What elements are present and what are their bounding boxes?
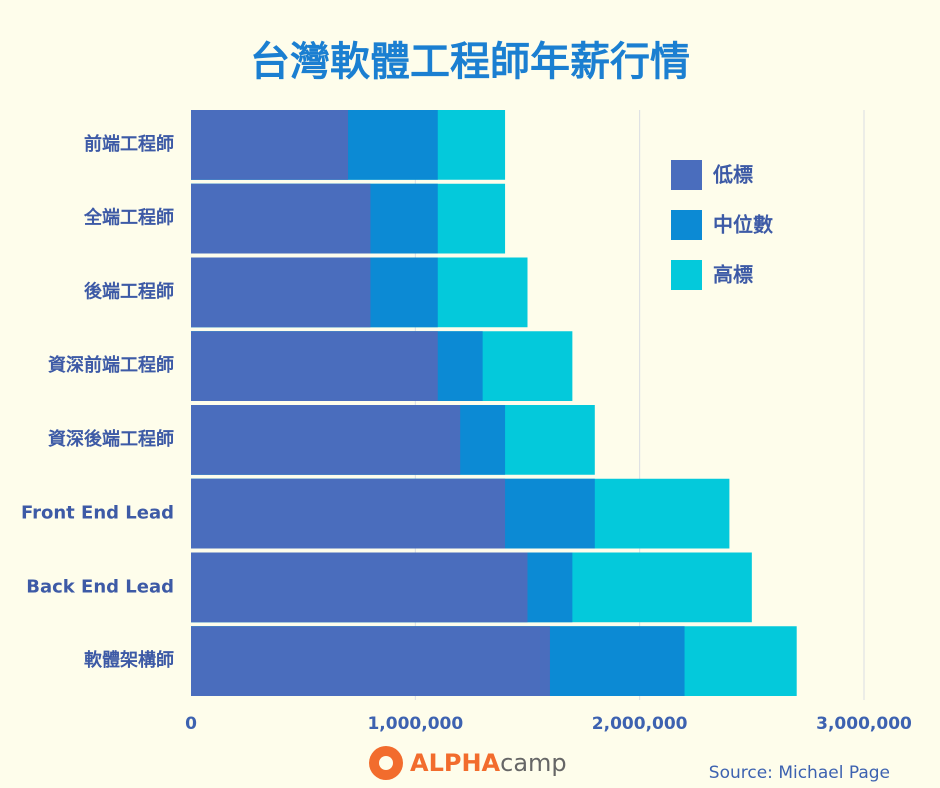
logo-icon bbox=[379, 756, 393, 770]
logo-text: ALPHAcamp bbox=[410, 749, 567, 777]
chart-title: 台灣軟體工程師年薪行情 bbox=[250, 39, 690, 85]
bar bbox=[191, 110, 349, 180]
y-tick-label: 資深前端工程師 bbox=[48, 354, 174, 376]
bar bbox=[191, 552, 528, 623]
legend-label: 低標 bbox=[712, 163, 753, 187]
x-tick-label: 2,000,000 bbox=[592, 714, 688, 734]
legend-swatch bbox=[671, 260, 702, 290]
source: Source: Michael Page bbox=[709, 763, 890, 783]
x-tick-label: 0 bbox=[185, 714, 197, 734]
logo-alpha: ALPHA bbox=[410, 749, 501, 777]
x-tick-label: 3,000,000 bbox=[816, 714, 912, 734]
legend-swatch bbox=[671, 160, 702, 190]
logo: ALPHAcamp bbox=[369, 746, 567, 780]
bar bbox=[191, 405, 461, 475]
y-tick-label: Front End Lead bbox=[21, 503, 174, 524]
bars bbox=[191, 110, 797, 696]
bar bbox=[191, 478, 506, 549]
x-tick-label: 1,000,000 bbox=[367, 714, 463, 734]
y-tick-label: 後端工程師 bbox=[84, 280, 174, 302]
y-tick-label: 前端工程師 bbox=[84, 133, 174, 155]
y-tick-label: Back End Lead bbox=[26, 576, 174, 597]
bar bbox=[191, 257, 371, 328]
bar bbox=[191, 626, 550, 696]
logo-camp: camp bbox=[500, 749, 567, 777]
bar bbox=[191, 183, 371, 254]
y-tick-label: 全端工程師 bbox=[83, 207, 174, 229]
bar bbox=[191, 331, 438, 401]
y-tick-label: 資深後端工程師 bbox=[48, 428, 174, 450]
legend-label: 中位數 bbox=[713, 213, 773, 237]
legend-swatch bbox=[671, 210, 702, 240]
y-tick-label: 軟體架構師 bbox=[84, 649, 174, 671]
legend-label: 高標 bbox=[713, 263, 753, 287]
